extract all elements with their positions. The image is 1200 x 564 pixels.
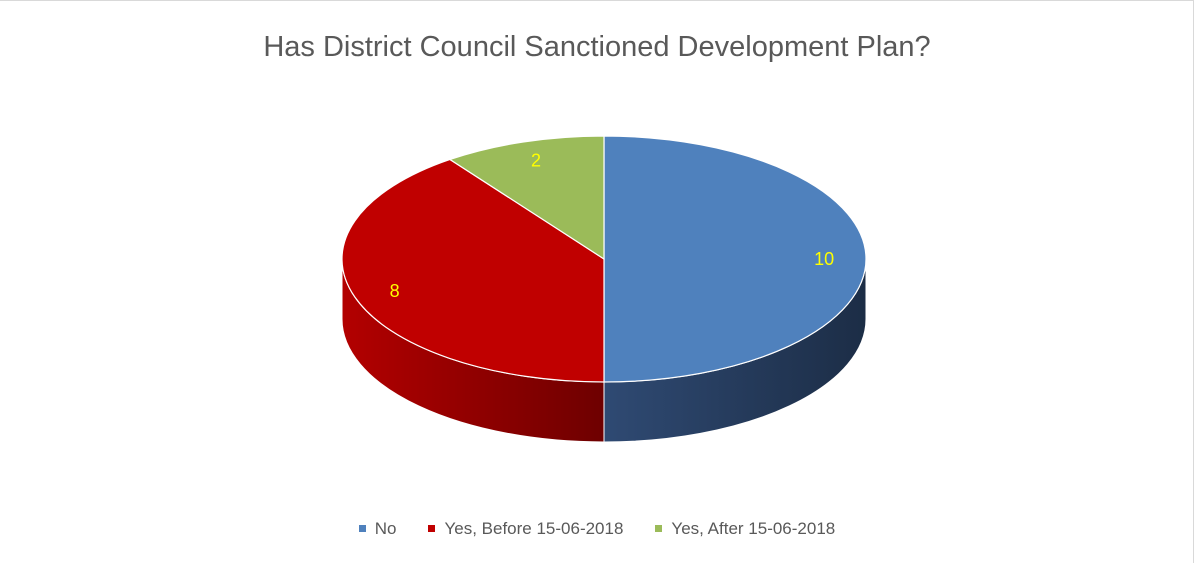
legend-label: Yes, Before 15-06-2018 <box>444 518 624 538</box>
pie-labels: 10 8 2 <box>390 151 834 301</box>
legend-item-yes-after-15-06-2018: Yes, After 15-06-2018 <box>655 519 835 539</box>
pie-slice-no <box>603 135 867 383</box>
legend: No Yes, Before 15-06-2018 Yes, After 15-06… <box>0 517 1194 539</box>
data-label-yes-after-15-06-2018: 2 <box>531 151 541 171</box>
legend-item-yes-before-15-06-2018: Yes, Before 15-06-2018 <box>428 519 623 539</box>
pie-slice-yes-after-15-06-2018 <box>448 135 605 261</box>
pie-slice-yes-before-15-06-2018 <box>341 158 605 383</box>
legend-swatch <box>428 525 436 532</box>
chart-title: Has District Council Sanctioned Developm… <box>263 31 931 63</box>
legend-label: Yes, After 15-06-2018 <box>671 518 836 538</box>
pie-tops <box>341 135 867 383</box>
legend-label: No <box>374 518 397 538</box>
legend-item-no: No <box>358 518 397 539</box>
data-label-no: 10 <box>814 249 834 269</box>
legend-swatch <box>655 525 663 532</box>
legend-swatch <box>358 525 366 532</box>
data-label-yes-before-15-06-2018: 8 <box>390 281 400 301</box>
